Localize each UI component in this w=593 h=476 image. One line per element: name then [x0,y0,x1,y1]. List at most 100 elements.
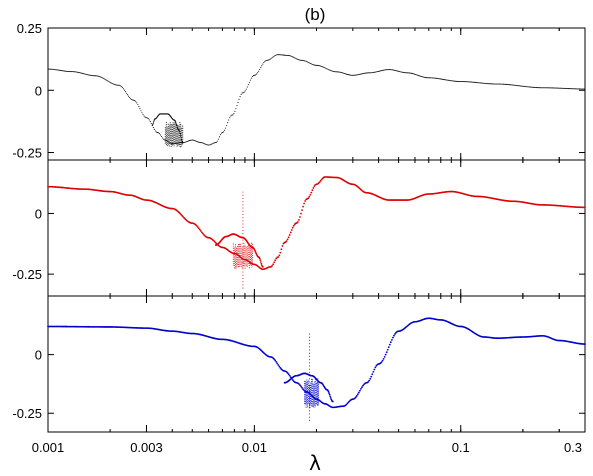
data-point [566,88,568,90]
data-point [325,67,327,69]
loop-point [259,259,262,262]
data-point [350,74,352,76]
loop-point [174,120,176,122]
data-point [464,81,466,83]
data-point [371,72,373,74]
data-point [211,143,213,145]
data-point [539,87,541,89]
data-point [404,72,406,74]
data-point [54,69,56,71]
data-point [278,54,280,56]
data-point [560,87,562,89]
x-tick-label: 0.01 [242,440,267,455]
data-point [450,80,452,82]
data-point [483,82,485,84]
data-point [327,68,329,70]
data-point [225,127,227,129]
data-point [336,71,338,73]
data-point [454,80,456,82]
data-point [114,84,116,86]
data-point [61,70,64,72]
data-point [584,206,586,209]
data-point [533,86,535,88]
data-point [419,75,421,77]
loop-point [329,397,332,399]
data-point [87,74,89,76]
data-point [202,142,204,144]
data-point [536,87,539,89]
data-point [279,251,282,254]
data-point [466,81,468,83]
data-point [230,115,232,117]
data-point [573,88,575,90]
data-point [302,388,304,391]
data-point [128,95,130,97]
data-point [276,54,278,56]
data-point [565,87,567,90]
data-point [123,89,125,91]
y-tick-label: -0.25 [12,146,42,161]
data-point [345,73,348,75]
data-point [477,82,479,84]
data-point [456,80,458,82]
chart-title: (b) [305,5,326,24]
data-point [436,77,438,80]
data-point [389,341,392,344]
data-point [344,73,346,75]
data-point [341,72,343,74]
data-point [370,375,373,378]
data-point [301,209,303,211]
loop-point [153,121,155,123]
data-point [298,218,300,221]
data-point [386,348,389,351]
data-point [384,69,386,71]
loop-point [182,142,184,144]
data-point [50,68,52,70]
data-point [342,72,344,74]
data-point [192,139,194,141]
data-point [268,59,270,61]
data-point [362,384,364,387]
data-point [65,70,67,72]
data-point [283,54,286,56]
data-point [526,86,528,88]
data-point [47,68,49,70]
loop-point [327,390,330,393]
data-point [366,72,368,74]
data-point [311,63,313,65]
data-point [135,100,137,103]
data-point [359,73,361,75]
data-point [111,82,113,84]
data-point [260,67,262,69]
data-point [187,140,189,142]
data-point [176,142,178,144]
data-point [567,88,570,90]
data-point [445,79,447,81]
data-point [480,82,482,84]
data-point [292,224,295,227]
data-point [266,59,268,61]
series-curve [47,176,586,271]
data-point [485,82,487,85]
data-point [190,139,193,141]
data-point [361,386,363,389]
data-point [82,73,84,75]
data-point [199,230,202,232]
data-point [183,141,185,143]
data-point [93,75,96,77]
data-point [212,142,214,144]
data-point [582,88,584,90]
data-point [497,83,499,85]
data-point [299,59,301,61]
data-point [416,74,418,76]
data-point [423,76,425,78]
data-point [577,88,579,90]
data-point [354,396,357,399]
data-point [469,81,471,83]
data-point [143,115,145,117]
data-point [139,108,141,110]
data-point [444,79,446,81]
data-point [281,54,283,56]
data-point [200,142,202,144]
data-point [380,361,383,363]
